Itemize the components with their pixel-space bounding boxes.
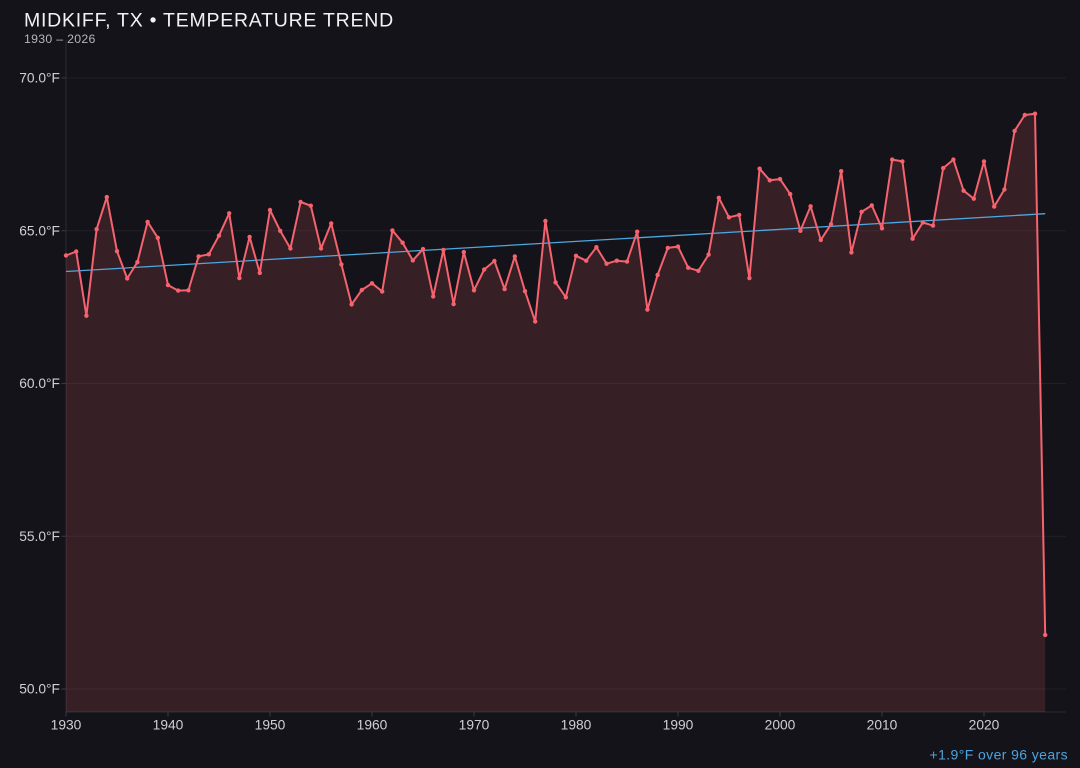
svg-text:2020: 2020 [969,718,1000,733]
svg-text:65.0°F: 65.0°F [19,223,60,238]
svg-text:1940: 1940 [153,718,184,733]
svg-text:1930 – 2026: 1930 – 2026 [24,32,96,46]
svg-text:1930: 1930 [51,718,82,733]
svg-text:1950: 1950 [255,718,286,733]
svg-text:60.0°F: 60.0°F [19,376,60,391]
svg-text:1990: 1990 [663,718,694,733]
svg-text:1970: 1970 [459,718,490,733]
svg-text:70.0°F: 70.0°F [19,71,60,86]
svg-text:+1.9°F over 96 years: +1.9°F over 96 years [930,747,1069,763]
svg-text:1980: 1980 [561,718,592,733]
svg-text:2010: 2010 [867,718,898,733]
svg-text:50.0°F: 50.0°F [19,682,60,697]
svg-text:2000: 2000 [765,718,796,733]
svg-text:55.0°F: 55.0°F [19,529,60,544]
svg-text:MIDKIFF, TX • TEMPERATURE TREN: MIDKIFF, TX • TEMPERATURE TREND [24,10,394,32]
svg-text:1960: 1960 [357,718,388,733]
